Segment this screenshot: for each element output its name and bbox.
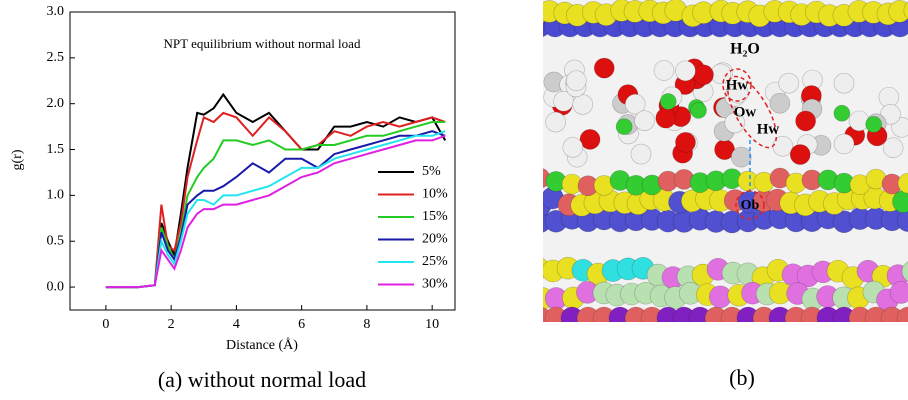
atom (572, 94, 594, 115)
x-tick-label: 0 (102, 317, 109, 332)
atom (675, 60, 696, 82)
x-tick-label: 2 (168, 317, 175, 332)
x-tick-label: 4 (233, 317, 240, 332)
y-tick-label: 2.0 (47, 96, 65, 111)
atom-label: Ow (734, 104, 757, 120)
x-tick-label: 8 (363, 317, 370, 332)
series-line (105, 111, 446, 289)
legend-label: 30% (422, 277, 448, 292)
atom (789, 144, 811, 165)
atom (659, 93, 677, 110)
atom (778, 72, 799, 94)
atom (624, 93, 646, 115)
atom (833, 104, 851, 122)
series-line (105, 130, 446, 289)
atom (634, 110, 655, 131)
atom (833, 133, 855, 155)
hw-marker (722, 68, 752, 102)
atom (545, 111, 566, 133)
water-marker (726, 75, 778, 149)
legend-label: 25% (422, 254, 448, 269)
y-axis-label: g(r) (10, 149, 25, 170)
atom (889, 281, 908, 304)
atom (897, 172, 908, 194)
y-tick-label: 3.0 (47, 4, 65, 19)
x-tick-label: 6 (298, 317, 305, 332)
atom (693, 64, 714, 86)
caption: (a) without normal load (158, 367, 366, 392)
atom (882, 137, 904, 159)
atom (579, 129, 601, 150)
atom (655, 107, 677, 129)
y-tick-label: 1.0 (47, 188, 65, 203)
chart-title: NPT equilibrium without normal load (164, 36, 361, 51)
molecule-label: H₂O (730, 41, 760, 58)
series-line (105, 130, 446, 289)
annotations: H₂O Hw Ow Hw Ob (722, 41, 780, 220)
atom (865, 116, 882, 133)
y-tick-label: 2.5 (47, 50, 65, 65)
x-tick-label: 10 (425, 317, 439, 332)
atom (896, 209, 908, 232)
atom (795, 110, 816, 132)
y-tick-label: 0.5 (47, 233, 65, 248)
y-tick-label: 0.0 (47, 279, 65, 294)
atom (566, 70, 587, 92)
atom-label: Hw (757, 121, 780, 137)
legend-label: 10% (422, 187, 448, 202)
series-line (105, 92, 447, 289)
atom (833, 72, 855, 94)
series-line (105, 121, 446, 289)
series-line (105, 134, 446, 289)
atom (901, 261, 908, 282)
x-axis-label: Distance (Å) (226, 337, 298, 353)
legend-label: 20% (422, 232, 448, 247)
atom (653, 60, 675, 81)
y-tick-label: 1.5 (47, 142, 65, 157)
plot-frame (69, 11, 456, 311)
atom-label: Ob (741, 198, 760, 213)
ob-marker (735, 190, 765, 220)
atom (769, 92, 791, 114)
atom (630, 143, 652, 165)
atom (848, 110, 870, 132)
caption: (b) (729, 365, 755, 390)
atom (896, 306, 908, 322)
atom (562, 136, 584, 158)
atom (615, 118, 633, 135)
atom (888, 0, 908, 23)
legend-label: 5% (422, 164, 441, 179)
atom (675, 132, 696, 153)
atom (880, 103, 901, 125)
atom (730, 146, 752, 168)
molecular-snapshot (543, 0, 908, 322)
atom (593, 57, 615, 79)
atom (690, 102, 707, 119)
legend-label: 15% (422, 209, 448, 224)
atom-label: Hw (726, 77, 749, 93)
atom (903, 1, 908, 20)
